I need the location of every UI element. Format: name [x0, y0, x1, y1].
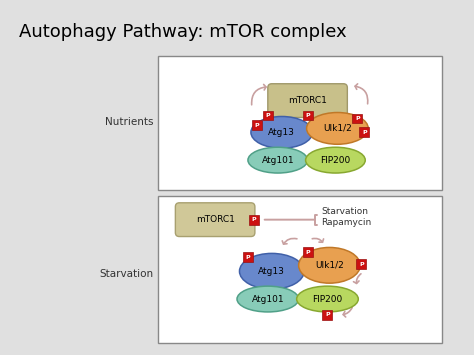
Text: mTORC1: mTORC1: [288, 96, 327, 105]
Text: P: P: [362, 130, 366, 135]
Text: mTORC1: mTORC1: [196, 215, 235, 224]
Text: Autophagy Pathway: mTOR complex: Autophagy Pathway: mTOR complex: [19, 23, 347, 41]
Ellipse shape: [297, 286, 358, 312]
Text: Ulk1/2: Ulk1/2: [323, 124, 352, 133]
Text: P: P: [255, 123, 259, 128]
Text: P: P: [252, 217, 256, 222]
Bar: [249, 215, 259, 225]
Bar: [263, 110, 273, 120]
Text: Starvation
Rapamycin: Starvation Rapamycin: [321, 207, 372, 227]
Bar: [356, 260, 366, 269]
Bar: [158, 196, 442, 343]
Text: P: P: [359, 262, 364, 267]
Text: P: P: [305, 113, 310, 118]
Ellipse shape: [307, 113, 368, 144]
Text: Nutrients: Nutrients: [105, 118, 154, 127]
Text: Atg101: Atg101: [252, 295, 284, 304]
Text: Starvation: Starvation: [100, 269, 154, 279]
Bar: [352, 114, 362, 124]
Text: P: P: [355, 116, 360, 121]
Ellipse shape: [237, 286, 299, 312]
FancyBboxPatch shape: [175, 203, 255, 236]
Text: FIP200: FIP200: [312, 295, 343, 304]
Bar: [359, 127, 369, 137]
Text: P: P: [305, 250, 310, 255]
Bar: [302, 247, 312, 257]
Ellipse shape: [239, 253, 304, 289]
Text: Ulk1/2: Ulk1/2: [315, 261, 344, 270]
Text: P: P: [246, 255, 250, 260]
Ellipse shape: [251, 116, 312, 148]
Bar: [252, 120, 262, 130]
Text: P: P: [265, 113, 270, 118]
Ellipse shape: [299, 247, 360, 283]
Ellipse shape: [306, 147, 365, 173]
Bar: [243, 252, 253, 262]
Bar: [158, 56, 442, 190]
Text: P: P: [325, 312, 330, 317]
Text: Atg101: Atg101: [262, 155, 294, 165]
Bar: [322, 310, 332, 320]
Text: FIP200: FIP200: [320, 155, 351, 165]
Bar: [302, 110, 312, 120]
FancyBboxPatch shape: [268, 84, 347, 118]
Text: Atg13: Atg13: [258, 267, 285, 276]
Text: Atg13: Atg13: [268, 128, 295, 137]
Ellipse shape: [248, 147, 308, 173]
